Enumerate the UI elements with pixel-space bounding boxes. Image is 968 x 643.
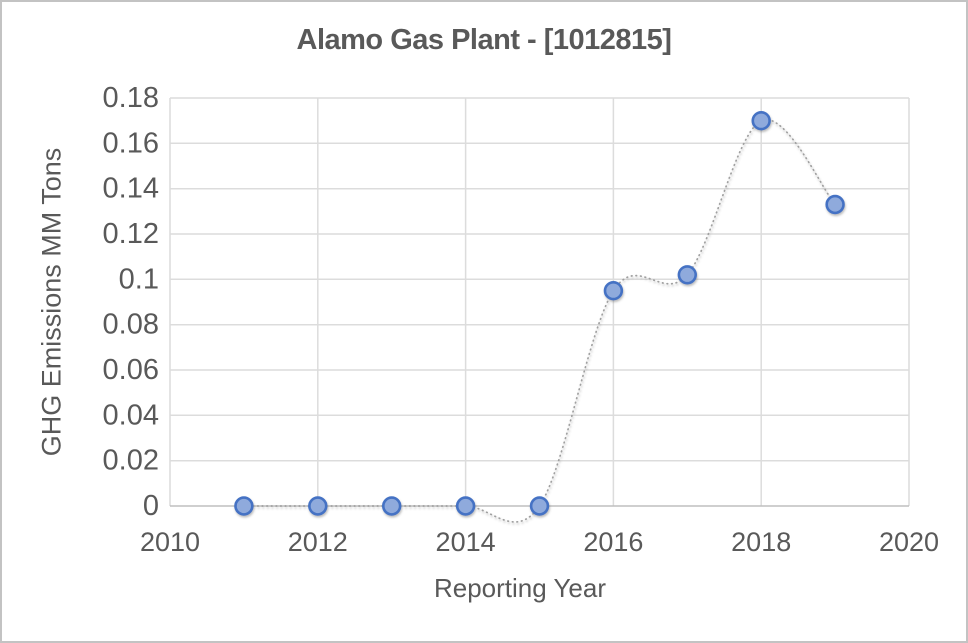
data-point-marker	[529, 496, 550, 516]
y-tick-label: 0.06	[103, 354, 159, 386]
y-tick-label: 0.02	[103, 445, 159, 477]
y-tick-label: 0.1	[119, 263, 159, 295]
data-point-marker	[382, 496, 402, 516]
x-tick-label: 2014	[436, 527, 496, 557]
data-point-marker	[455, 496, 476, 516]
y-tick-label: 0.18	[103, 82, 159, 114]
y-tick-label: 0	[143, 490, 159, 522]
chart-title: Alamo Gas Plant - [1012815]	[296, 24, 672, 56]
x-tick-label: 2010	[140, 527, 200, 557]
y-tick-label: 0.04	[103, 399, 159, 431]
y-tick-label: 0.12	[103, 218, 159, 250]
data-point-marker	[677, 265, 697, 285]
y-tick-label: 0.16	[103, 127, 159, 159]
y-tick-label: 0.14	[103, 173, 159, 205]
data-point-marker	[751, 110, 771, 131]
x-tick-label: 2016	[583, 527, 643, 557]
data-point-marker	[234, 496, 254, 516]
x-axis-title: Reporting Year	[433, 573, 607, 603]
series-line	[243, 118, 836, 523]
y-tick-label: 0.08	[103, 309, 159, 341]
x-tick-label: 2018	[731, 527, 791, 557]
x-tick-label: 2012	[288, 527, 348, 557]
data-series	[234, 110, 845, 523]
x-tick-label: 2020	[879, 527, 939, 557]
data-point-marker	[825, 194, 845, 215]
data-point-marker	[308, 496, 328, 516]
data-point-marker	[603, 281, 624, 301]
